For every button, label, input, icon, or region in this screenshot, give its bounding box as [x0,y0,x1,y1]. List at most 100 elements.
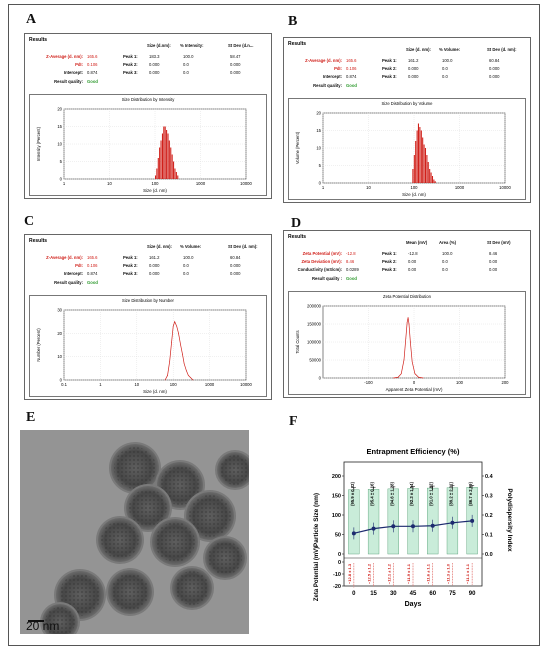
size-tick-label: 150 [332,494,341,500]
x-tick-label: 100 [170,382,178,387]
y-tick-label: 0 [319,181,322,186]
histogram-bar [174,168,176,179]
peak-stdev: 0.000 [489,74,500,79]
x-tick-label: 30 [390,591,397,597]
particle-texture [155,522,195,562]
zeta-tick-label: -10 [333,572,341,578]
peak-stdev: 0.000 [230,62,241,67]
peak-percent: 0.0 [442,267,448,272]
particle-texture [175,571,209,605]
zeta-value-label: −11.3 ± 1.0 [445,563,450,584]
chart-title: Size Distribution by Intensity [121,97,175,102]
particle-texture [220,455,249,485]
data-point [414,373,416,375]
header-size: Size (d. nm): [406,47,431,52]
x-tick-label: 1 [322,185,325,190]
panel-a-intensity: Results Size (d.nm): % Intensity: St Dev (d… [24,33,272,199]
peak-size: 0.000 [408,66,419,71]
data-point [408,323,410,325]
y-tick-label: 10 [57,354,62,359]
x-tick-label: 200 [502,380,510,385]
y-tick-label: 5 [60,159,63,164]
data-point [411,361,413,363]
data-point [190,377,191,379]
row-value: 0.106 [346,66,357,71]
row-label: Zeta Deviation (mV): [301,259,343,264]
row-label: PdI: [75,263,83,268]
y-tick-label: 10 [316,146,321,151]
results-heading: Results [29,37,48,43]
pdi-tick-label: 0.0 [485,552,493,558]
pdi-point [351,531,356,536]
figure-frame [8,4,540,646]
chart-svg: -100 0 100 200 0 50000 100000 150000 200000 Appar… [295,304,510,393]
peak-stdev: 0.000 [230,263,241,268]
data-point [406,321,408,323]
peak-stdev: 0.000 [230,271,241,276]
peak-percent: 0.0 [183,70,189,75]
pdi-tick-label: 0.4 [485,474,494,480]
data-point [410,341,411,343]
peak-label: Peak 3: [123,271,138,276]
particle-texture [45,607,75,634]
pdi-axis-label: Polydispersity Index [506,488,513,552]
data-point [405,338,407,339]
panel-d-zeta: Results Mean (mV) Area (%) St Dev (mV) Zeta … [283,230,531,398]
peak-stdev: 0.000 [230,70,241,75]
peak-size: 0.00 [408,259,417,264]
peak-size: 0.000 [149,263,160,268]
panel-letter-f: F [289,414,298,429]
x-tick-label: 10000 [240,181,252,186]
row-value: 0.874 [87,70,98,75]
y-axis-label: Number (Percent) [36,328,41,362]
pdi-point [430,523,435,528]
x-axis-label: Size (d. nm) [143,389,167,394]
peak-size: 183.3 [149,54,160,59]
data-point [171,342,172,344]
y-tick-label: 100000 [307,340,322,345]
x-tick-label: -100 [364,380,373,385]
header-stdev: St Dev (mV) [487,240,511,245]
panel-letter-c: C [24,214,35,229]
x-tick-label: 90 [469,591,476,597]
peak-size: 161.2 [149,255,160,260]
x-tick-label: 10 [366,185,371,190]
x-tick-label: 75 [449,591,456,597]
quality-value: Good [87,280,98,285]
results-heading: Results [288,234,307,240]
peak-percent: 0.0 [183,62,189,67]
panel-f-stability-chart: Entrapment Efficiency (%)0501001502000.0… [313,447,513,608]
row-value: 8.46 [346,259,355,264]
size-tick-label: 100 [332,513,341,519]
peak-percent: 100.0 [183,255,194,260]
histogram-bar [160,140,162,179]
quality-label: Result quality : [311,276,342,281]
y-tick-label: 150000 [307,322,322,327]
histogram-bar [163,126,165,179]
quality-label: Result quality: [54,79,83,84]
row-value: -12.8 [346,251,356,256]
x-tick-label: 10 [134,382,139,387]
panel-letter-b: B [288,14,298,29]
pdi-point [391,524,396,529]
x-tick-label: 10000 [499,185,511,190]
x-tick-label: 60 [429,591,436,597]
histogram-bar [417,123,420,183]
y-tick-label: 20 [57,107,62,112]
entrapment-label: (94.6 ± 1.28) [389,482,394,506]
histogram-bar [161,133,164,179]
histogram-bar [429,169,431,183]
histogram-bar [434,181,436,183]
peak-percent: 0.0 [183,271,189,276]
quality-value: Good [346,276,357,281]
data-point [174,321,176,323]
histogram-bar [171,154,173,179]
peak-percent: 0.0 [442,259,448,264]
x-tick-label: 100 [152,181,160,186]
particle-texture [101,521,139,559]
plot-frame [63,309,247,381]
particle-texture [114,447,156,489]
chart-box: Zeta Potential Distribution -100 0 100 200 0 5… [288,291,526,395]
chart-svg: 1 10 100 1000 10000 0 5 10 15 20 Size (d. nm) Volum… [295,111,511,198]
y-tick-label: 30 [57,308,62,313]
